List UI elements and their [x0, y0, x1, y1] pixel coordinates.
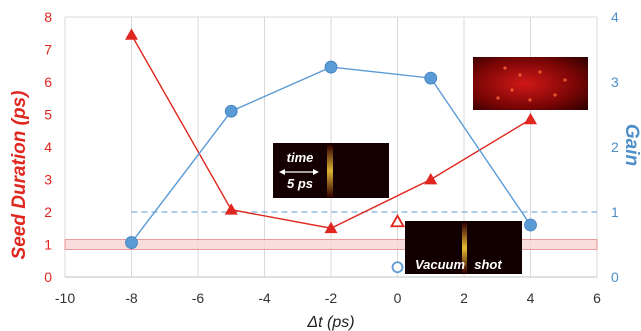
vacuum-gain-point: [391, 261, 404, 274]
x-tick-label: -10: [55, 290, 75, 306]
seed-duration-point: [224, 203, 238, 215]
seed-duration-point: [324, 221, 338, 234]
x-tick-label: -2: [325, 290, 338, 306]
streak-arrow-left-head: [279, 169, 285, 175]
gain-point: [424, 71, 438, 85]
x-tick-label: 4: [527, 290, 535, 306]
x-tick-label: -4: [258, 290, 271, 306]
gain-inset-speckle: [496, 96, 500, 100]
gain-point: [224, 104, 238, 118]
right-tick-label: 3: [611, 74, 619, 90]
insets: time 5 ps Vacuum shot: [273, 57, 588, 274]
x-tick-label: 6: [593, 290, 601, 306]
x-axis-title: Δt (ps): [306, 314, 354, 331]
right-tick-label: 2: [611, 139, 619, 155]
left-tick-label: 8: [44, 9, 52, 25]
gain-inset-speckle: [510, 88, 514, 92]
vacuum-seed-duration-point: [389, 213, 406, 228]
right-tick-label: 1: [611, 204, 619, 220]
right-axis-title: Gain: [621, 124, 641, 166]
left-tick-label: 4: [44, 139, 52, 155]
vacuum-label: Vacuum: [415, 257, 466, 272]
gain-inset-speckle: [553, 93, 557, 97]
left-tick-label: 3: [44, 172, 52, 188]
gain-point: [324, 60, 338, 74]
gain-point: [125, 236, 138, 249]
left-axis-title: Seed Duration (ps): [9, 91, 30, 260]
shot-label: shot: [474, 257, 502, 272]
seed-duration-point: [125, 28, 138, 40]
left-tick-label: 6: [44, 74, 52, 90]
streak-arrow-right-head: [313, 169, 319, 175]
seed-duration-point: [424, 173, 438, 185]
reference-band: [64, 239, 598, 250]
x-tick-label: 0: [394, 290, 402, 306]
gain-inset-image: [473, 57, 588, 110]
left-tick-label: 7: [44, 42, 52, 58]
x-tick-label: 2: [460, 290, 468, 306]
series: [125, 28, 537, 249]
gain-inset-speckle: [518, 73, 522, 77]
streak-scale-label: 5 ps: [287, 176, 313, 191]
streak-trace: [327, 145, 333, 197]
gain-inset-speckle: [503, 66, 507, 70]
gain-inset-speckle: [528, 98, 532, 102]
vacuum-trace: [462, 223, 467, 273]
right-tick-label: 0: [611, 269, 619, 285]
left-tick-label: 2: [44, 204, 52, 220]
left-tick-label: 1: [44, 237, 52, 253]
gain-inset-speckle: [563, 78, 567, 82]
seed-duration-point: [524, 112, 537, 125]
ticks: 0 1 2 3 4 5 6 7 8 0 1 2 3 4 -10 -8 -6 -4 -2 0 2 4 6: [44, 9, 619, 306]
gain-inset-speckle: [538, 70, 542, 74]
left-tick-label: 5: [44, 107, 52, 123]
vacuum-shot-markers: [389, 213, 406, 274]
streak-time-label: time: [287, 150, 314, 165]
x-tick-label: -6: [192, 290, 205, 306]
left-tick-label: 0: [44, 269, 52, 285]
right-tick-label: 4: [611, 9, 619, 25]
x-tick-label: -8: [125, 290, 138, 306]
gain-point: [524, 218, 537, 232]
